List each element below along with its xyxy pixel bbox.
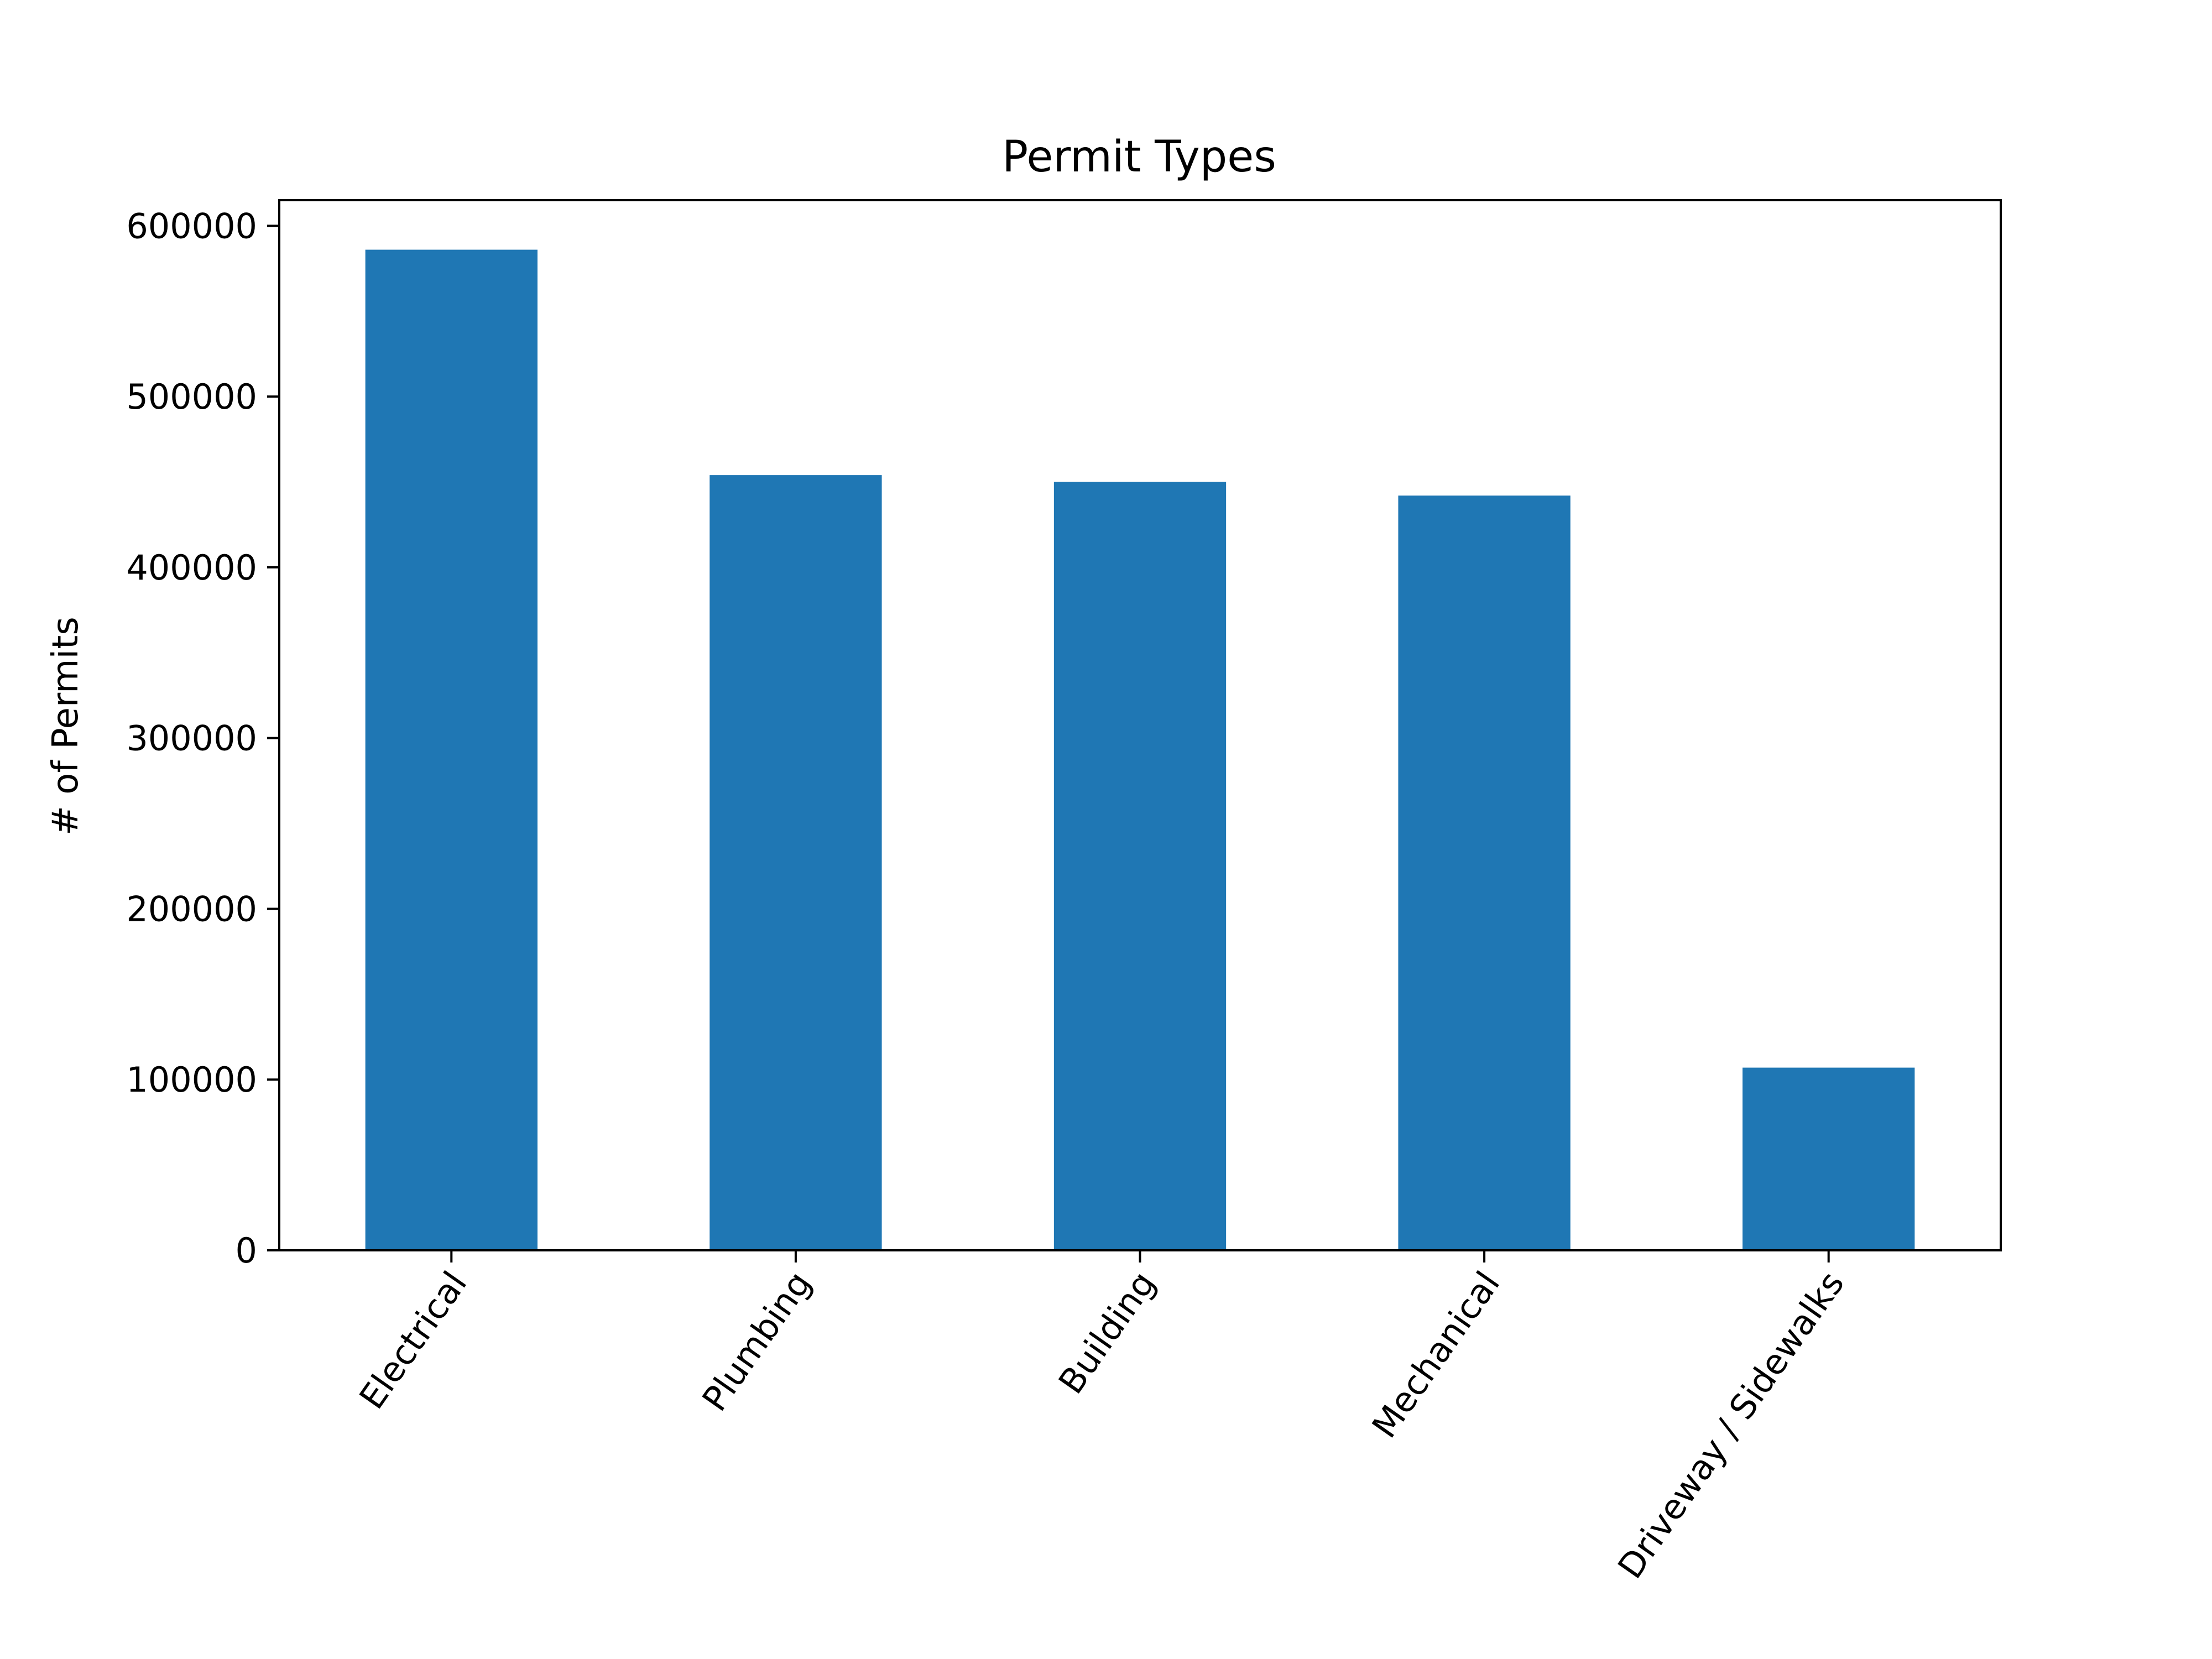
plot-frame bbox=[278, 199, 2002, 1251]
y-axis-title: # of Permits bbox=[45, 617, 86, 835]
bar-mechanical bbox=[1398, 495, 1571, 1251]
bar-driveway-sidewalks bbox=[1743, 1067, 1915, 1250]
y-tick-label: 200000 bbox=[126, 889, 257, 929]
y-axis: 0 100000 200000 300000 400000 500000 600000 bbox=[126, 206, 279, 1271]
y-tick-label: 300000 bbox=[126, 718, 257, 759]
y-tick-label: 0 bbox=[236, 1230, 257, 1271]
bar-electrical bbox=[365, 249, 538, 1250]
bar-building bbox=[1053, 482, 1227, 1250]
y-tick-label: 400000 bbox=[126, 547, 257, 588]
y-tick-label: 600000 bbox=[126, 206, 257, 246]
chart-title: Permit Types bbox=[1002, 132, 1276, 182]
bar-plumbing bbox=[709, 475, 882, 1250]
y-tick-label: 500000 bbox=[126, 377, 257, 417]
bar-series bbox=[365, 249, 1915, 1251]
y-tick-label: 100000 bbox=[126, 1060, 257, 1100]
